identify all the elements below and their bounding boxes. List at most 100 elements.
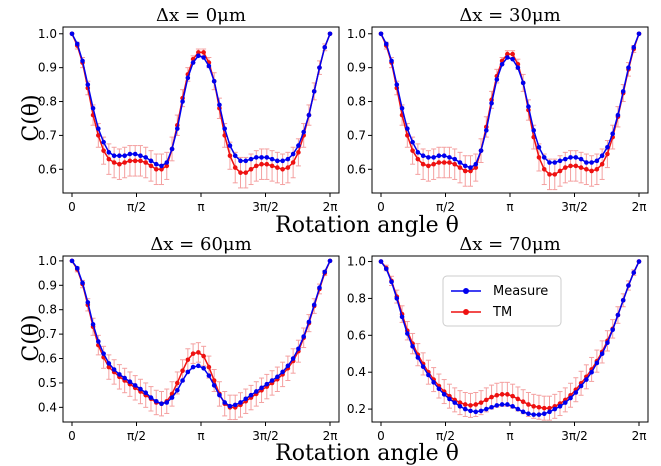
panel-4-measure-point <box>610 327 615 333</box>
panel-1-measure-point <box>122 153 127 159</box>
panel-1-measure-point <box>80 58 85 64</box>
panel-4-measure-point <box>547 409 552 415</box>
panel-2-tm-point <box>447 160 452 165</box>
panel-4-measure-point <box>584 377 589 382</box>
panel-1-tm-point <box>106 156 112 162</box>
panel-2-measure-point <box>636 31 642 37</box>
panel-3-measure-point <box>285 363 291 369</box>
panel-4-measure-point <box>573 390 579 395</box>
panel-4-tm-point <box>505 392 510 397</box>
panel-3-measure-point <box>111 367 117 372</box>
chart-panel-3: Δx = 60μm 0.4 0.5 0.6 0.7 0.8 0.9 1.0 0 π/2 π 3π/2 2… <box>38 234 340 443</box>
panel-4-tm-point <box>536 404 542 410</box>
panel-2-measure-point <box>620 89 626 94</box>
panel-2-y-tick-label: 0.7 <box>347 128 366 142</box>
panel-3-measure-point <box>227 403 233 409</box>
panel-2-tm-point <box>441 160 447 165</box>
panel-4-measure-point <box>441 392 447 397</box>
panel-3-measure-point <box>306 319 312 325</box>
panel-3-measure-point <box>138 386 143 392</box>
panel-2-measure-point <box>383 41 389 47</box>
panel-3-y-tick-label: 0.6 <box>38 352 57 366</box>
panel-1-tm-point <box>269 163 275 169</box>
panel-3-measure-point <box>148 395 154 400</box>
panel-3-measure-point <box>311 302 317 308</box>
panel-4-measure-point <box>531 412 536 417</box>
panel-1-measure-point <box>253 155 259 160</box>
panel-3-measure-point <box>85 300 91 305</box>
panel-1-measure-point <box>175 126 180 131</box>
panel-1-tm-point <box>201 50 206 55</box>
panel-4-measure-point <box>620 297 626 303</box>
panel-1-tm-point <box>232 165 238 170</box>
panel-1-measure-point <box>159 163 164 169</box>
panel-1-y-tick-label: 0.9 <box>38 61 57 75</box>
panel-4-measure-point <box>505 402 510 407</box>
panel-4-measure-point <box>510 404 515 409</box>
panel-1-measure-point <box>238 158 243 164</box>
panel-4-measure-point <box>557 404 563 409</box>
panel-4-y-tick-label: 0.2 <box>347 402 366 416</box>
panel-2-measure-point <box>578 156 584 162</box>
chart-panel-2: Δx = 30μm 0.6 0.7 0.8 0.9 1.0 0 π/2 π 3π/2 2π <box>347 5 649 214</box>
panel-1-tm-point <box>259 161 264 167</box>
panel-1-tm-point <box>122 160 127 165</box>
panel-2-measure-point <box>389 58 394 64</box>
panel-2-tm-point <box>457 165 463 170</box>
panel-2-measure-point <box>526 104 531 109</box>
panel-2-measure-point <box>531 128 536 133</box>
panel-4-measure-point <box>452 400 458 405</box>
panel-3-measure-point <box>196 363 201 369</box>
y-axis-label-top: C(θ) <box>19 94 44 141</box>
panel-1-tm-point <box>285 165 291 170</box>
panel-2-measure-point <box>568 155 573 160</box>
panel-3-measure-point <box>211 383 217 388</box>
panel-1-tm-point <box>132 158 138 164</box>
panel-1-measure-point <box>264 155 270 160</box>
panel-4-measure-point <box>594 360 600 366</box>
panel-4-measure-point <box>410 344 415 349</box>
panel-1-tm-point <box>138 158 143 164</box>
panel-2-measure-point <box>452 156 458 162</box>
panel-3-y-tick-label: 0.9 <box>38 278 57 292</box>
x-axis-label-bottom: Rotation angle θ <box>275 441 459 466</box>
panel-3-x-tick-label: 0 <box>68 429 76 443</box>
panel-2-measure-point <box>552 160 558 165</box>
panel-2-tm-point <box>510 51 515 57</box>
panel-3-measure-point <box>159 401 164 406</box>
panel-3-title: Δx = 60μm <box>150 234 251 255</box>
panel-1-measure-point <box>196 53 201 59</box>
panel-1-x-tick-label: 3π/2 <box>252 200 279 214</box>
panel-4-measure-point <box>484 406 489 412</box>
panel-2-measure-point <box>494 77 500 82</box>
panel-3-measure-point <box>69 258 75 264</box>
panel-1-tm-point <box>248 166 254 172</box>
panel-4-tm-point <box>484 397 489 403</box>
panel-1-measure-point <box>243 158 249 164</box>
panel-4-x-tick-label: 0 <box>377 429 385 443</box>
panel-1-tm-point <box>290 160 296 165</box>
panel-2-measure-point <box>415 150 421 155</box>
panel-2-measure-point <box>462 163 468 169</box>
panel-3-measure-point <box>90 322 96 327</box>
panel-2-measure-point <box>557 158 563 164</box>
panel-4-measure-point <box>520 409 526 415</box>
panel-4-tm-point <box>462 402 468 407</box>
panel-4-tm-point <box>468 403 473 408</box>
panel-1-tm-point <box>296 150 301 155</box>
panel-1-tm-point <box>164 163 170 169</box>
panel-1-measure-point <box>222 126 227 131</box>
panel-1-measure-point <box>96 126 101 131</box>
panel-3-measure-point <box>80 280 85 286</box>
panel-2-tm-point <box>573 163 579 169</box>
panel-3-measure-point <box>232 402 238 408</box>
panel-1-measure-point <box>211 78 217 84</box>
panel-2-measure-point <box>584 160 589 165</box>
panel-4-y-tick-label: 0.8 <box>347 291 366 305</box>
panel-3-x-tick-label: 3π/2 <box>252 429 279 443</box>
panel-1-y-tick-label: 1.0 <box>38 27 57 41</box>
legend-measure-label: Measure <box>493 284 548 299</box>
panel-1-title: Δx = 0μm <box>156 5 246 26</box>
panel-4-tm-point <box>531 404 536 409</box>
panel-3-measure-point <box>269 378 275 383</box>
